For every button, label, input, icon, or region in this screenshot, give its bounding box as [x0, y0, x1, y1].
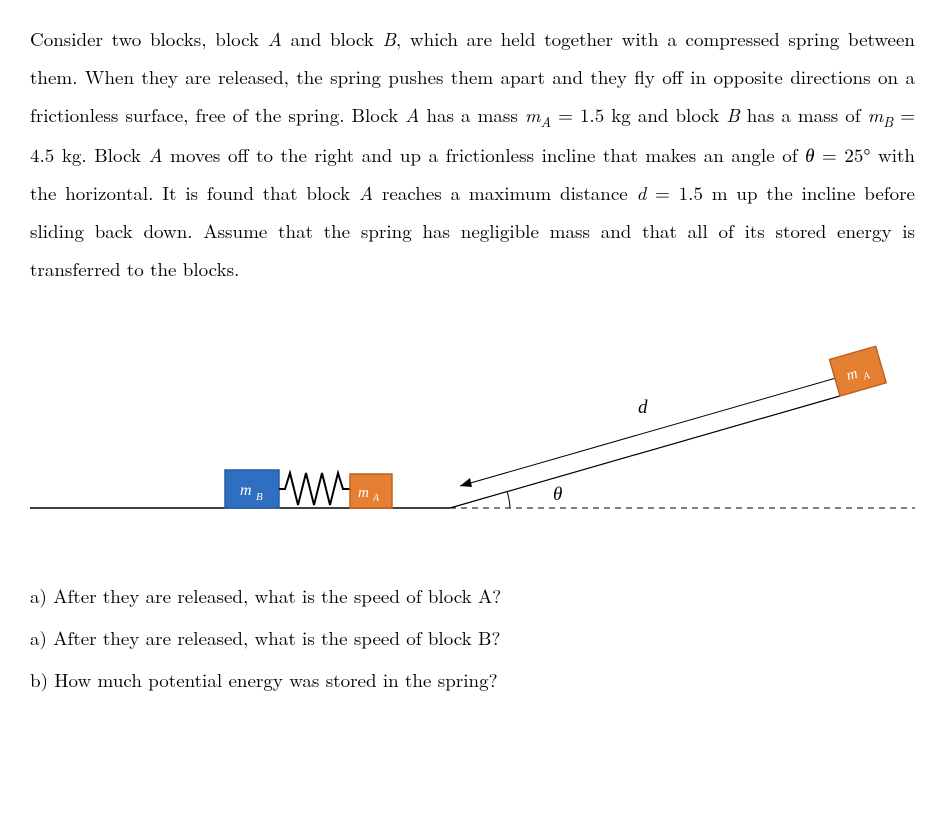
block-A-bottom: m A [350, 474, 392, 508]
q2-label: a) [30, 624, 47, 651]
q3-label: b) [30, 666, 48, 693]
question-a1: a) After they are released, what is the … [30, 578, 915, 614]
q2-text: After they are released, what is the spe… [53, 624, 500, 651]
d-arrow [460, 372, 850, 487]
problem-statement: Consider two blocks, block A and block B… [30, 20, 915, 288]
theta-label: θ [553, 484, 562, 505]
diagram: θ d m B m A m A [30, 328, 915, 538]
block-A-top: m A [830, 347, 887, 397]
theta-value: 25 [844, 141, 863, 168]
block-B: m B [225, 470, 279, 508]
d-value: 1.5 [679, 179, 703, 206]
incline-line [450, 383, 885, 508]
q1-text: After they are released, what is the spe… [53, 582, 501, 609]
mA-value: 1.5 [580, 101, 604, 128]
theta-arc [507, 492, 510, 509]
questions: a) After they are released, what is the … [30, 578, 915, 698]
d-label: d [638, 397, 648, 418]
mB-value: 4.5 [30, 141, 54, 168]
svg-text:B: B [256, 491, 263, 503]
physics-diagram: θ d m B m A m A [30, 328, 915, 538]
question-b: b) How much potential energy was stored … [30, 662, 915, 698]
q1-label: a) [30, 582, 47, 609]
svg-text:m: m [240, 482, 252, 499]
question-a2: a) After they are released, what is the … [30, 620, 915, 656]
svg-text:A: A [372, 493, 380, 504]
q3-text: How much potential energy was stored in … [54, 666, 497, 693]
svg-text:m: m [358, 485, 369, 501]
spring [279, 473, 350, 505]
